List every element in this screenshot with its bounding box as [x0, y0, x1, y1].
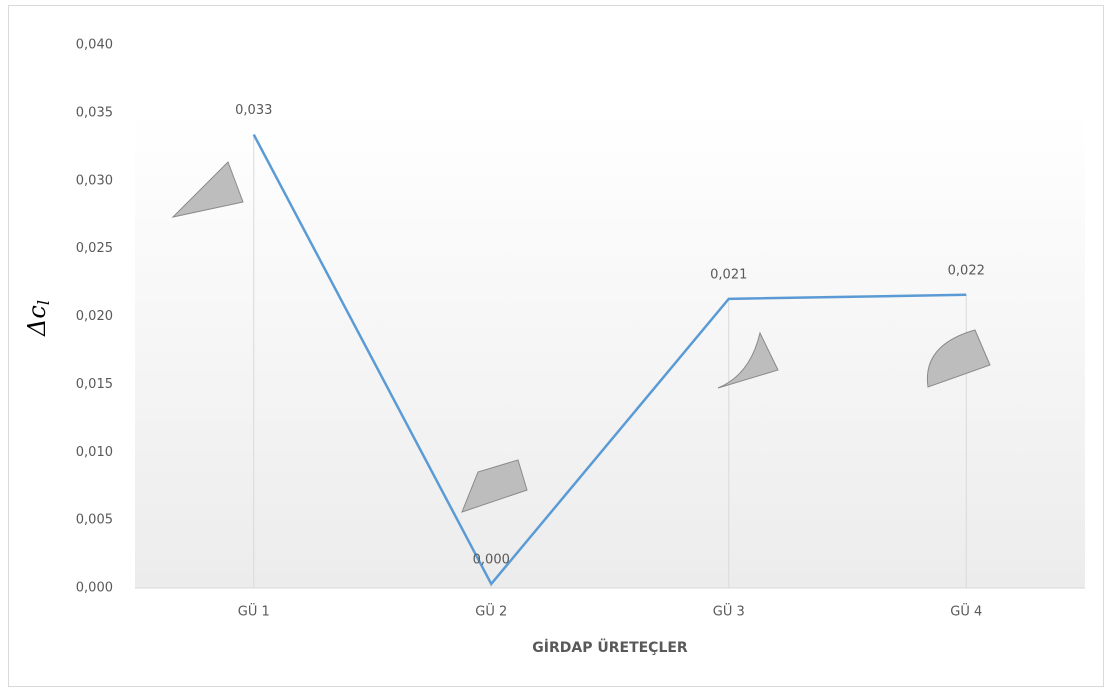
plot-background [135, 110, 1085, 588]
x-axis-title: GİRDAP ÜRETEÇLER [532, 638, 688, 656]
y-axis-label-main: Δc [23, 305, 51, 337]
value-label: 0,000 [473, 552, 510, 567]
y-tick-label: 0,000 [76, 581, 113, 596]
y-tick-label: 0,015 [76, 377, 113, 392]
y-axis-label: Δcl [23, 300, 53, 337]
y-tick-label: 0,035 [76, 105, 113, 120]
x-tick-label: GÜ 1 [238, 603, 270, 620]
icon [926, 329, 991, 388]
y-tick-label: 0,025 [76, 241, 113, 256]
value-label: 0,033 [235, 103, 272, 118]
icon [717, 331, 779, 389]
value-label: 0,021 [710, 267, 747, 282]
line [252, 134, 967, 587]
icon [171, 161, 244, 218]
y-tick-label: 0,030 [76, 173, 113, 188]
x-tick-label: GÜ 4 [950, 603, 982, 620]
y-tick-label: 0,020 [76, 309, 113, 324]
icon [461, 459, 528, 513]
y-tick-label: 0,005 [76, 513, 113, 528]
icons [171, 161, 991, 513]
y-axis-label-subscript: l [34, 300, 53, 305]
y-tick-label: 0,040 [76, 38, 113, 53]
x-tick-label: GÜ 3 [713, 603, 745, 620]
y-tick-label: 0,010 [76, 445, 113, 460]
x-tick-label: GÜ 2 [475, 603, 507, 620]
value-label: 0,022 [948, 263, 985, 278]
